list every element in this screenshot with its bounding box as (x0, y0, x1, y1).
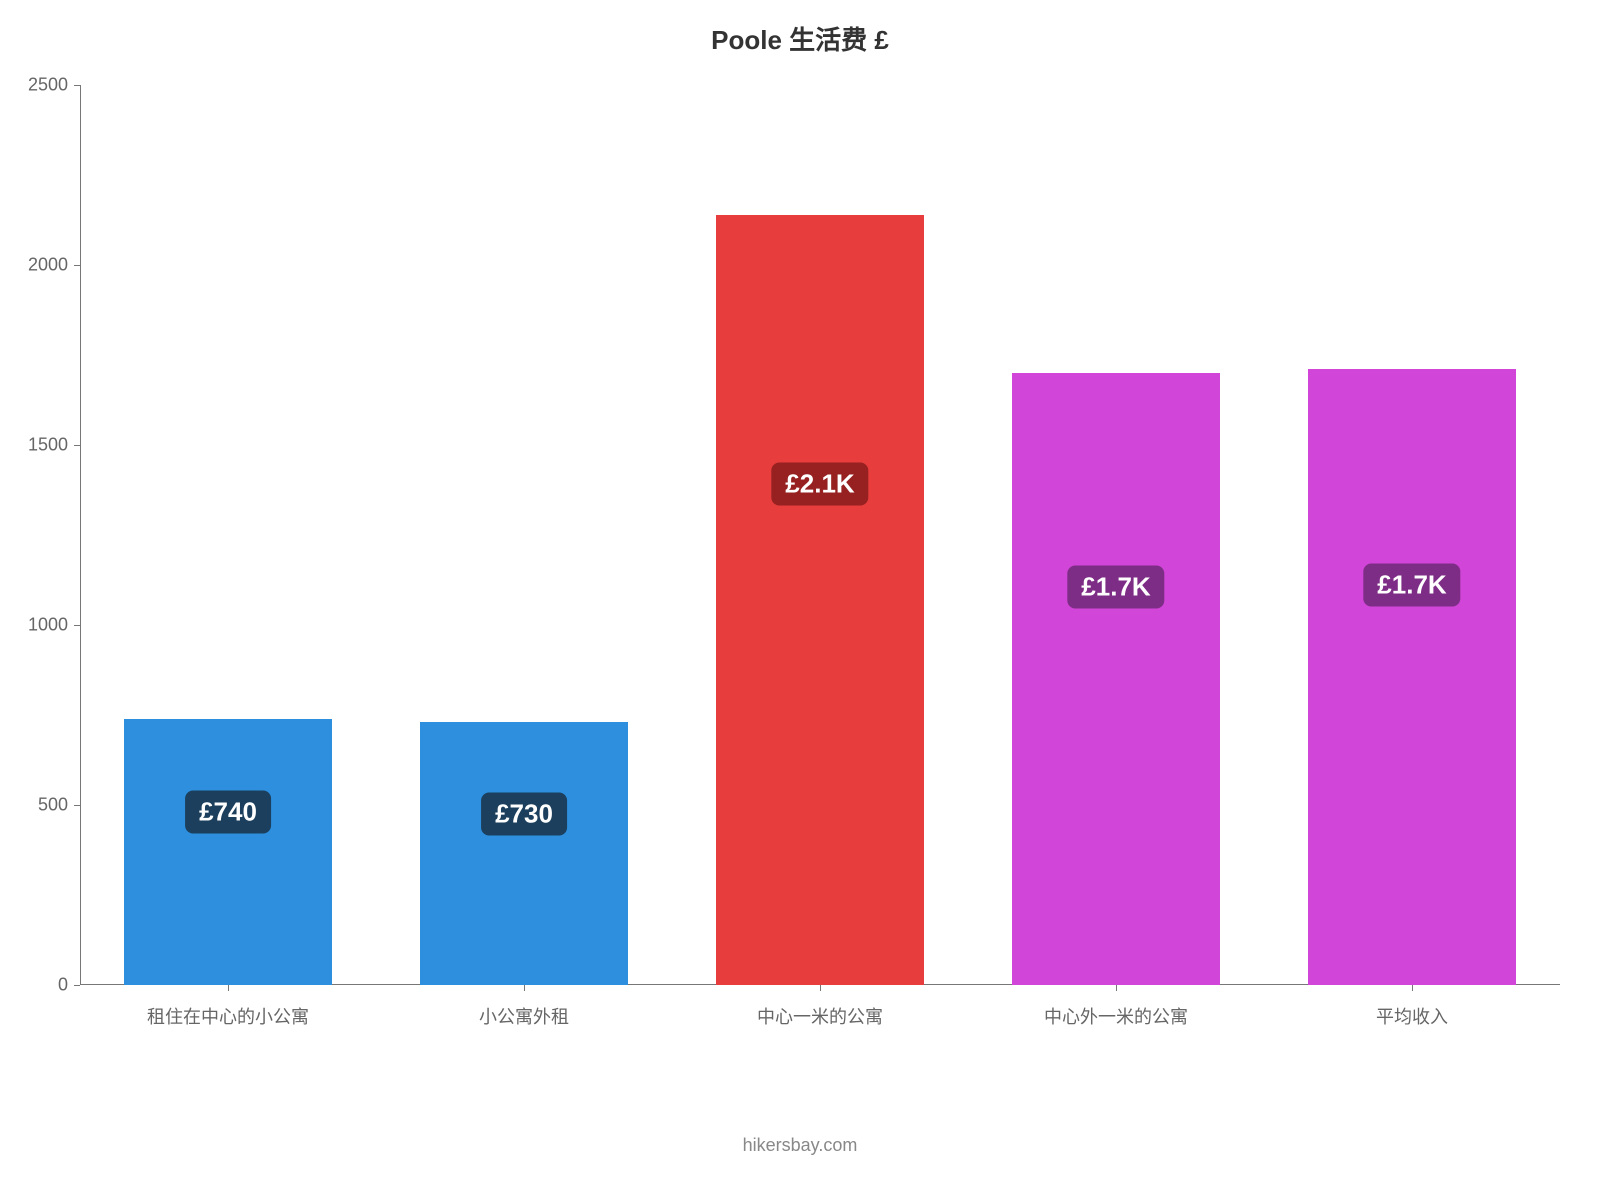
y-tick-label: 2500 (28, 75, 68, 96)
x-tick-mark (1412, 985, 1413, 991)
bar (1012, 373, 1219, 985)
bar (420, 722, 627, 985)
source-text: hikersbay.com (0, 1135, 1600, 1156)
x-tick-label: 平均收入 (1376, 1003, 1448, 1029)
y-tick-mark (74, 625, 80, 626)
x-tick-label: 中心外一米的公寓 (1044, 1003, 1188, 1029)
y-tick-label: 0 (58, 975, 68, 996)
y-tick-mark (74, 805, 80, 806)
bar-value-label: £730 (481, 793, 567, 836)
x-tick-mark (524, 985, 525, 991)
x-tick-label: 小公寓外租 (479, 1003, 569, 1029)
y-tick-mark (74, 85, 80, 86)
bar-value-label: £740 (185, 790, 271, 833)
x-tick-mark (820, 985, 821, 991)
bar-value-label: £2.1K (771, 463, 868, 506)
bar (1308, 369, 1515, 985)
x-tick-mark (228, 985, 229, 991)
y-tick-label: 1000 (28, 615, 68, 636)
x-tick-mark (1116, 985, 1117, 991)
x-tick-label: 租住在中心的小公寓 (147, 1003, 309, 1029)
chart-container: Poole 生活费 £ 05001000150020002500£740租住在中… (0, 0, 1600, 1200)
y-tick-label: 500 (38, 795, 68, 816)
bar (716, 215, 923, 985)
bar-value-label: £1.7K (1067, 566, 1164, 609)
x-tick-label: 中心一米的公寓 (757, 1003, 883, 1029)
y-tick-label: 1500 (28, 435, 68, 456)
y-axis-line (80, 85, 81, 985)
y-tick-mark (74, 265, 80, 266)
bar-value-label: £1.7K (1363, 563, 1460, 606)
bar (124, 719, 331, 985)
chart-title: Poole 生活费 £ (0, 20, 1600, 57)
y-tick-mark (74, 445, 80, 446)
y-tick-mark (74, 985, 80, 986)
y-tick-label: 2000 (28, 255, 68, 276)
plot-area: 05001000150020002500£740租住在中心的小公寓£730小公寓… (80, 85, 1560, 985)
